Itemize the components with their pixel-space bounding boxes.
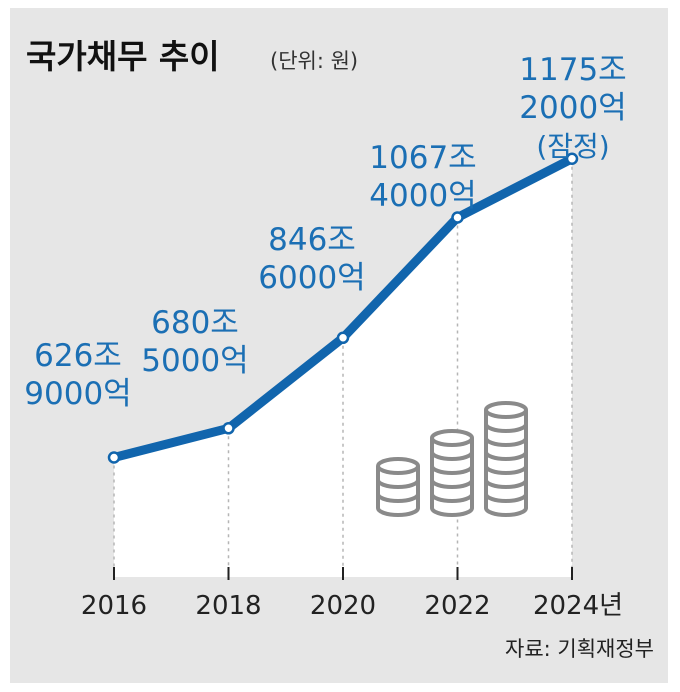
data-point [222, 422, 235, 435]
value-label: 9000억 [24, 376, 131, 412]
value-label: 680조 [151, 305, 239, 341]
value-label: 1067조 [369, 140, 476, 176]
coin-stack-icon [376, 401, 528, 517]
data-points [107, 152, 579, 464]
value-label: 846조 [268, 222, 356, 258]
data-point [565, 152, 579, 166]
data-point [336, 331, 350, 345]
coin-top-icon [376, 457, 420, 475]
value-label: 5000억 [141, 343, 248, 379]
value-label: 4000억 [369, 178, 476, 214]
coin-top-icon [484, 401, 528, 419]
coin-top-icon [430, 429, 474, 447]
x-axis-ticks [113, 166, 573, 580]
value-label: 2000억 [519, 90, 626, 126]
value-label: 6000억 [258, 260, 365, 296]
x-label: 2018 [195, 591, 261, 621]
value-label: 626조 [34, 338, 122, 374]
x-label: 2016 [81, 591, 147, 621]
source-note: 자료: 기획재정부 [505, 637, 654, 661]
x-label: 2022 [424, 591, 490, 621]
value-label: (잠정) [536, 130, 609, 163]
unit-label: (단위: 원) [270, 49, 358, 73]
data-point [107, 451, 121, 464]
value-label: 1175조 [519, 52, 626, 88]
x-axis-labels: 2016 2018 2020 2022 2024년 [81, 591, 623, 621]
chart-title: 국가채무 추이 [26, 37, 220, 76]
x-label: 2020 [310, 591, 376, 621]
data-point [451, 211, 464, 224]
x-label: 2024년 [533, 591, 623, 621]
